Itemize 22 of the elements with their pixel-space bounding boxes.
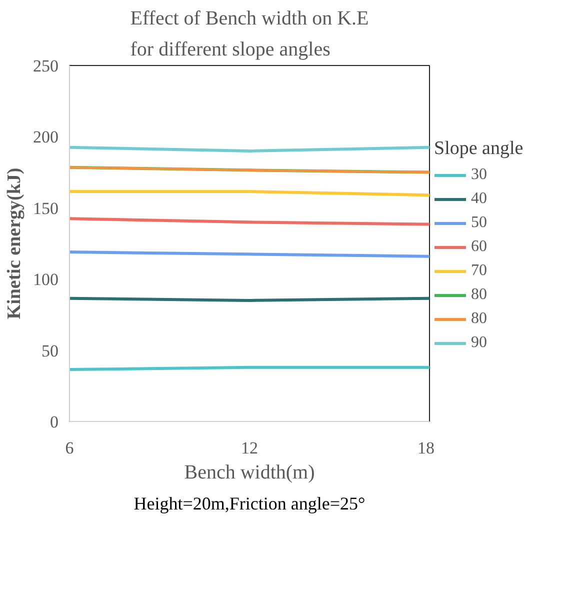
y-tick-label: 0 xyxy=(50,412,58,432)
y-tick-label: 250 xyxy=(33,56,58,76)
y-tick-label: 100 xyxy=(33,270,58,290)
legend-label: 60 xyxy=(471,238,488,256)
legend-label: 80 xyxy=(471,286,488,304)
x-tick-label: 6 xyxy=(65,438,74,458)
legend-label: 30 xyxy=(471,166,488,184)
y-tick-label: 150 xyxy=(33,198,58,218)
y-axis-title: Kinetic energy(kJ) xyxy=(4,168,25,320)
legend-label: 50 xyxy=(471,214,488,232)
legend-label: 90 xyxy=(471,334,488,352)
y-tick-label: 200 xyxy=(33,128,58,147)
legend-title: Slope angle xyxy=(434,138,524,160)
x-tick-label: 18 xyxy=(418,438,434,458)
text: Height=20m,Friction angle=25° xyxy=(134,494,366,514)
legend-label: 80 xyxy=(471,310,488,328)
legend-label: 40 xyxy=(471,190,488,208)
legend-label: 70 xyxy=(471,262,488,280)
x-tick-label: 12 xyxy=(241,438,258,458)
chart-title: Effect of Bench width on K.E for different slope angles xyxy=(130,8,369,60)
y-tick-label: 50 xyxy=(42,341,58,360)
x-axis-title: Bench width(m) xyxy=(184,462,315,484)
